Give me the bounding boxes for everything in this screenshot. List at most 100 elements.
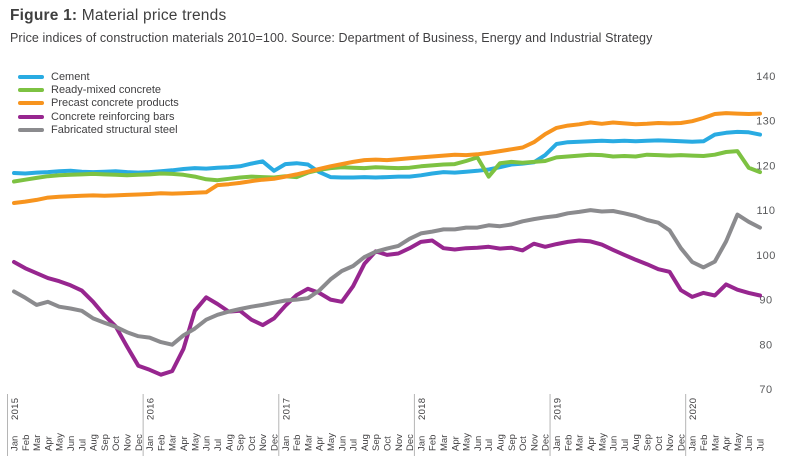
legend-label-precast-concrete-products: Precast concrete products (51, 97, 179, 110)
figure-label: Figure 1: (10, 7, 78, 24)
y-axis-tick-110: 110 (756, 205, 775, 217)
x-axis-month-8: Sep (100, 434, 111, 451)
x-axis-month-34: Nov (394, 434, 405, 451)
legend-swatch-precast-concrete-products (18, 101, 44, 106)
x-axis-month-37: Feb (428, 435, 439, 451)
x-axis-month-23: Dec (269, 434, 280, 451)
x-axis-month-30: Jul (349, 439, 360, 451)
x-axis-month-55: Aug (631, 434, 642, 451)
x-axis-month-5: Jun (66, 436, 77, 451)
series-line-precast-concrete-products (12, 111, 762, 205)
x-axis-month-59: Dec (676, 434, 687, 451)
legend-item-cement: Cement (18, 70, 179, 83)
y-axis-tick-120: 120 (756, 160, 776, 172)
x-axis-month-46: Nov (529, 434, 540, 451)
x-axis-month-19: Aug (224, 434, 235, 451)
x-axis-month-32: Sep (371, 434, 382, 451)
legend-item-fabricated-structural-steel: Fabricated structural steel (18, 124, 179, 137)
figure-title: Figure 1: Material price trends (10, 6, 790, 26)
x-axis-month-38: Mar (439, 435, 450, 451)
y-axis-tick-90: 90 (759, 295, 772, 307)
x-axis-month-56: Sep (642, 434, 653, 451)
x-axis-month-15: Apr (179, 436, 190, 451)
x-axis-month-31: Aug (360, 434, 371, 451)
legend-item-concrete-reinforcing-bars: Concrete reinforcing bars (18, 110, 179, 123)
legend-label-cement: Cement (51, 70, 90, 83)
x-axis-month-10: Nov (123, 434, 134, 451)
x-axis-month-49: Feb (563, 435, 574, 451)
x-axis-month-35: Dec (405, 434, 416, 451)
x-axis-month-27: Apr (315, 436, 326, 451)
x-axis-year-2019: 2019 (553, 398, 564, 420)
x-axis-month-3: Apr (43, 436, 54, 451)
x-axis-month-53: Jun (609, 436, 620, 451)
x-axis-month-54: Jul (620, 439, 631, 451)
x-axis-month-33: Oct (383, 436, 394, 451)
x-axis-month-6: Jul (77, 439, 88, 451)
x-axis-month-26: Mar (303, 435, 314, 451)
series-line-concrete-reinforcing-bars (12, 238, 762, 377)
y-axis-tick-70: 70 (759, 384, 772, 396)
x-axis-month-18: Jul (213, 439, 224, 451)
x-axis-month-40: May (462, 433, 473, 451)
legend-label-fabricated-structural-steel: Fabricated structural steel (51, 124, 178, 137)
x-axis-month-47: Dec (541, 434, 552, 451)
y-axis-tick-100: 100 (756, 250, 776, 262)
x-axis-month-14: Mar (168, 435, 179, 451)
x-axis-month-65: Jun (744, 436, 755, 451)
figure-title-text: Material price trends (77, 7, 227, 24)
x-axis-year-2018: 2018 (417, 398, 428, 420)
x-axis-year-2016: 2016 (146, 398, 157, 420)
legend-swatch-concrete-reinforcing-bars (18, 114, 44, 119)
x-axis-month-44: Sep (507, 434, 518, 451)
x-axis-month-13: Feb (156, 435, 167, 451)
figure-subtitle: Price indices of construction materials … (10, 31, 653, 45)
x-axis-month-24: Jan (281, 436, 292, 451)
y-axis-tick-80: 80 (759, 339, 772, 351)
x-axis-month-25: Feb (292, 435, 303, 451)
x-axis-month-20: Sep (236, 434, 247, 451)
x-axis-month-51: Apr (586, 436, 597, 451)
x-axis-month-9: Oct (111, 436, 122, 451)
x-axis-month-17: Jun (202, 436, 213, 451)
legend-swatch-cement (18, 74, 44, 79)
series-line-ready-mixed-concrete (12, 149, 762, 184)
x-axis-month-61: Feb (699, 435, 710, 451)
x-axis-month-52: May (597, 433, 608, 451)
x-axis-month-21: Oct (247, 436, 258, 451)
x-axis-month-43: Aug (496, 434, 507, 451)
x-axis-year-2015: 2015 (10, 398, 21, 420)
legend-swatch-fabricated-structural-steel (18, 128, 44, 133)
x-axis-month-64: May (733, 433, 744, 451)
x-axis-year-2020: 2020 (688, 398, 699, 420)
y-axis-tick-130: 130 (756, 116, 776, 128)
x-axis-month-62: Mar (710, 435, 721, 451)
x-axis-month-28: May (326, 433, 337, 451)
x-axis-month-39: Apr (450, 436, 461, 451)
x-axis-month-45: Oct (518, 436, 529, 451)
x-axis-month-0: Jan (10, 436, 21, 451)
x-axis-month-22: Nov (258, 434, 269, 451)
legend-item-precast-concrete-products: Precast concrete products (18, 97, 179, 110)
x-axis-month-11: Dec (134, 434, 145, 451)
x-axis-month-50: Mar (575, 435, 586, 451)
legend-label-concrete-reinforcing-bars: Concrete reinforcing bars (51, 110, 175, 123)
x-axis-year-2017: 2017 (281, 398, 292, 420)
x-axis-month-12: Jan (145, 436, 156, 451)
legend-swatch-ready-mixed-concrete (18, 88, 44, 93)
x-axis-month-7: Aug (89, 434, 100, 451)
x-axis-month-29: Jun (337, 436, 348, 451)
x-axis-month-36: Jan (416, 436, 427, 451)
chart-header: Figure 1: Material price trends Price in… (10, 6, 790, 45)
x-axis-month-58: Nov (665, 434, 676, 451)
x-axis-month-57: Oct (654, 436, 665, 451)
x-axis-month-60: Jan (688, 436, 699, 451)
x-axis-month-1: Feb (21, 435, 32, 451)
legend: Cement Ready-mixed concrete Precast concre… (18, 70, 179, 137)
x-axis-month-4: May (55, 433, 66, 451)
x-axis-month-48: Jan (552, 436, 563, 451)
series-line-cement (12, 129, 762, 180)
series-line-fabricated-structural-steel (12, 208, 762, 347)
